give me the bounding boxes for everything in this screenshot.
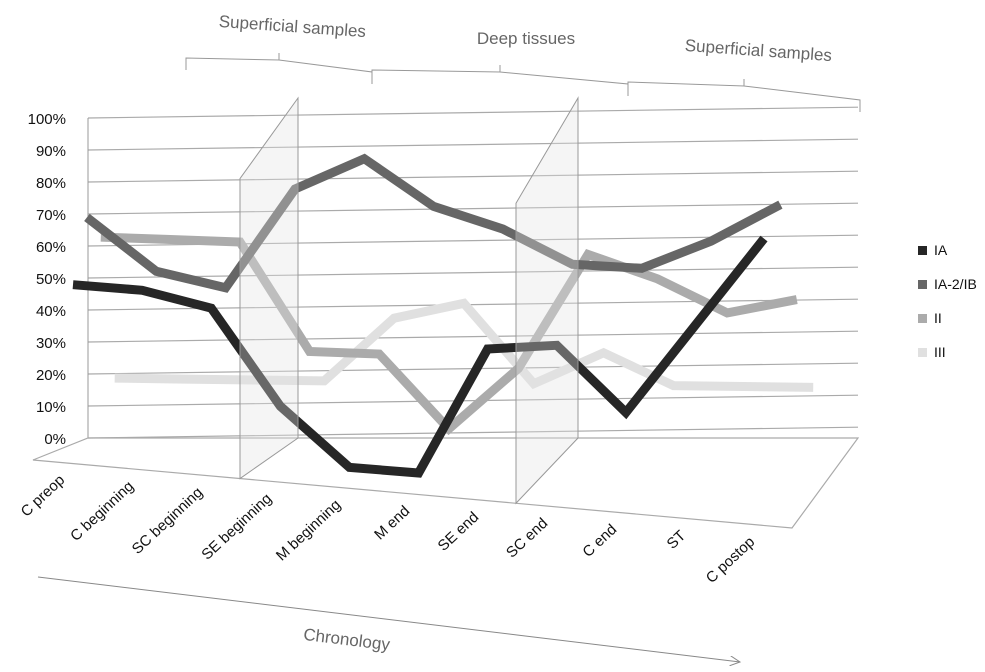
legend-label: II	[934, 310, 942, 326]
region-label-2: Deep tissues	[477, 29, 575, 48]
gridline	[87, 330, 859, 343]
x-category-label: SC beginning	[129, 484, 206, 558]
gridline	[87, 170, 859, 183]
gridline	[87, 138, 859, 151]
gridline	[87, 266, 859, 279]
gridline	[87, 394, 859, 407]
region-brackets: Superficial samples Deep tissues Superfi…	[185, 12, 861, 112]
region-label-3: Superficial samples	[684, 36, 832, 65]
y-tick-label: 70%	[36, 207, 66, 224]
y-tick-label: 50%	[36, 271, 66, 288]
region-plane	[515, 96, 579, 505]
x-category-label: ST	[664, 527, 690, 553]
region-label-1: Superficial samples	[218, 12, 366, 41]
x-category-label: SE beginning	[198, 490, 275, 563]
y-tick-label: 0%	[44, 431, 66, 448]
y-tick-label: 40%	[36, 303, 66, 320]
region-bracket	[371, 65, 629, 96]
y-tick-label: 80%	[36, 175, 66, 192]
y-tick-label: 20%	[36, 367, 66, 384]
x-category-label: C preop	[18, 472, 69, 521]
y-tick-label: 60%	[36, 239, 66, 256]
y-tick-label: 100%	[28, 111, 66, 128]
x-category-label: SC end	[503, 515, 551, 562]
chronology-arrow	[37, 576, 740, 662]
y-tick-labels: 0% 10% 20% 30% 40% 50% 60% 70% 80% 90% 100%	[28, 111, 66, 448]
y-tick-label: 30%	[36, 335, 66, 352]
gridline	[87, 426, 859, 439]
legend-swatch	[918, 348, 927, 357]
x-category-label: C beginning	[67, 478, 137, 545]
legend-label: III	[934, 344, 946, 360]
legend-swatch	[918, 280, 927, 289]
legend-label: IA	[934, 242, 948, 258]
y-tick-label: 90%	[36, 143, 66, 160]
x-category-label: M beginning	[273, 496, 344, 564]
gridline	[87, 202, 859, 215]
region-planes	[239, 96, 579, 505]
floor-group	[32, 437, 860, 529]
series-group	[72, 153, 814, 478]
region-plane	[239, 96, 299, 480]
legend-label: IA-2/IB	[934, 276, 977, 292]
x-category-label: SE end	[435, 509, 483, 555]
region-bracket	[627, 79, 861, 112]
y-tick-label: 10%	[36, 399, 66, 416]
x-category-label: C end	[579, 521, 620, 561]
region-bracket	[185, 53, 373, 84]
x-category-label: C postop	[703, 533, 759, 586]
legend-swatch	[918, 314, 927, 323]
x-category-label: M end	[371, 502, 413, 543]
chart-floor	[32, 437, 860, 529]
grid-group	[87, 106, 859, 439]
gridline	[87, 106, 859, 119]
series-line-ia-2-ib	[84, 153, 783, 293]
x-axis-label: Chronology	[302, 625, 391, 655]
legend-swatch	[918, 246, 927, 255]
